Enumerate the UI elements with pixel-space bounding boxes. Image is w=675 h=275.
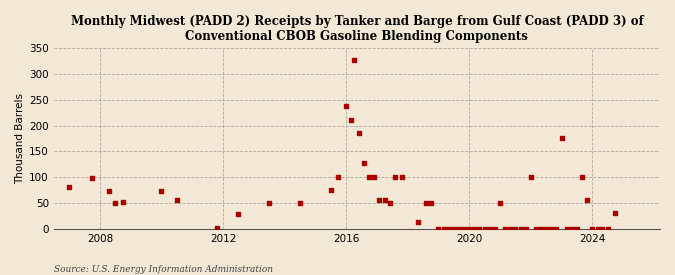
Point bbox=[587, 226, 597, 231]
Point bbox=[385, 201, 396, 205]
Point bbox=[469, 226, 480, 231]
Point bbox=[264, 201, 275, 205]
Point bbox=[485, 226, 495, 231]
Point bbox=[582, 198, 593, 202]
Point bbox=[500, 226, 510, 231]
Point bbox=[211, 226, 222, 230]
Point bbox=[489, 226, 500, 231]
Point bbox=[117, 200, 128, 204]
Point bbox=[464, 226, 475, 231]
Point bbox=[364, 175, 375, 179]
Point bbox=[341, 104, 352, 108]
Point bbox=[87, 176, 98, 180]
Point bbox=[294, 201, 305, 205]
Point bbox=[515, 226, 526, 231]
Point bbox=[479, 226, 490, 231]
Point bbox=[389, 175, 400, 179]
Point bbox=[576, 175, 587, 179]
Point bbox=[379, 198, 390, 202]
Point bbox=[443, 226, 454, 231]
Point bbox=[333, 175, 344, 179]
Point bbox=[495, 201, 506, 205]
Point bbox=[505, 226, 516, 231]
Y-axis label: Thousand Barrels: Thousand Barrels bbox=[15, 93, 25, 184]
Point bbox=[397, 175, 408, 179]
Point bbox=[448, 226, 459, 231]
Point bbox=[325, 188, 336, 192]
Point bbox=[110, 201, 121, 205]
Point bbox=[171, 198, 182, 202]
Point bbox=[346, 118, 356, 123]
Point bbox=[531, 226, 541, 231]
Title: Monthly Midwest (PADD 2) Receipts by Tanker and Barge from Gulf Coast (PADD 3) o: Monthly Midwest (PADD 2) Receipts by Tan… bbox=[70, 15, 643, 43]
Point bbox=[602, 226, 613, 231]
Point bbox=[562, 226, 572, 231]
Point bbox=[433, 226, 444, 231]
Point bbox=[535, 226, 546, 231]
Point bbox=[412, 220, 423, 224]
Point bbox=[597, 226, 608, 231]
Point bbox=[233, 212, 244, 216]
Point bbox=[556, 136, 567, 141]
Point bbox=[63, 185, 74, 190]
Point bbox=[354, 131, 364, 136]
Point bbox=[458, 226, 469, 231]
Point bbox=[541, 226, 551, 231]
Text: Source: U.S. Energy Information Administration: Source: U.S. Energy Information Administ… bbox=[54, 265, 273, 274]
Point bbox=[348, 57, 359, 62]
Point bbox=[551, 226, 562, 231]
Point bbox=[520, 226, 531, 231]
Point bbox=[425, 201, 436, 205]
Point bbox=[454, 226, 464, 231]
Point bbox=[104, 188, 115, 193]
Point bbox=[369, 175, 380, 179]
Point bbox=[420, 201, 431, 205]
Point bbox=[358, 161, 369, 166]
Point bbox=[474, 226, 485, 231]
Point bbox=[566, 226, 577, 231]
Point bbox=[374, 198, 385, 202]
Point bbox=[610, 211, 621, 215]
Point bbox=[525, 175, 536, 179]
Point bbox=[592, 226, 603, 231]
Point bbox=[546, 226, 557, 231]
Point bbox=[572, 226, 583, 231]
Point bbox=[438, 226, 449, 231]
Point bbox=[510, 226, 521, 231]
Point bbox=[156, 188, 167, 193]
